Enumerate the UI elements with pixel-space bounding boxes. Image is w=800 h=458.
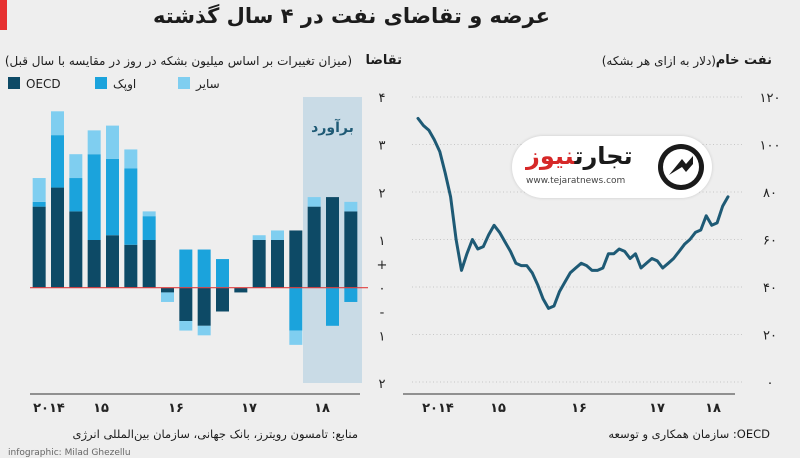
legend-label-opec: اوپک [113,77,136,92]
bar-other [179,321,193,331]
line-y-tick: ۱۰۰ [760,139,781,154]
page-title: عرضه و تقاضای نفت در ۴ سال گذشته [153,4,550,28]
bar-oecd [142,240,156,288]
oil-subtitle: (دلار به ازای هر بشکه) [601,54,716,68]
bar-x-label: ۲۰۱۴ [33,401,65,416]
line-x-label: ۱۷ [649,401,665,416]
bar-opec [106,158,119,236]
bar-opec [51,135,64,188]
bar-oecd [124,244,138,288]
bar-other [307,197,321,207]
line-x-label: ۱۶ [571,401,587,416]
legend-swatch-oecd [8,77,20,89]
bar-y-tick: ۲ [379,186,386,201]
bar-opec [142,216,156,240]
bar-other [252,235,266,240]
line-x-label: ۱۸ [705,401,721,416]
line-y-tick: ۶۰ [763,234,777,249]
bar-y-tick: ۳ [379,139,386,154]
brand-name-dark: تجارت [574,142,633,170]
oil-price-line [416,116,730,310]
bar-oecd [216,287,229,312]
bar-other [124,149,138,169]
bar-oecd [32,206,46,288]
bar-other [87,130,101,155]
bar-opec [197,249,211,288]
bar-oecd [307,206,321,288]
bar-opec [87,154,101,240]
bar-other [32,178,46,202]
bar-y-tick: - [380,306,385,321]
bar-x-label: ۱۸ [314,401,330,416]
bar-oecd [179,287,193,322]
bar-opec [216,259,229,288]
legend-swatch-opec [95,77,107,89]
bar-other [271,230,284,240]
bar-y-tick: ۱ [379,234,386,249]
bar-other [344,201,358,212]
bar-oecd [289,230,303,288]
legend-label-oecd: OECD [26,77,61,91]
bar-opec [124,168,138,245]
bar-oecd [252,240,266,288]
brand-badge: تجارتنیوز www.tejaratnews.com [512,136,712,198]
bar-oecd [197,287,211,326]
bar-y-tick: ۴ [379,91,386,106]
bar-y-tick: ۲ [379,377,386,392]
sources-note: منابع: تامسون رویترز، بانک جهانی، سازمان… [72,427,359,441]
bar-other [161,292,174,302]
bar-other [69,154,83,179]
oecd-note: OECD: سازمان همکاری و توسعه [608,427,770,441]
bar-x-label: ۱۶ [168,401,184,416]
bar-y-tick: + [377,258,388,273]
legend-label-other: سایر [195,77,220,92]
brand-name: تجارتنیوز [526,142,633,170]
bar-oecd [69,211,83,288]
bar-opec [344,287,358,302]
bar-x-label: ۱۷ [241,401,257,416]
bar-y-tick: ۱ [379,329,386,344]
bar-oecd [87,240,101,288]
brand-logo-icon [658,144,704,190]
accent-bar [0,0,7,30]
bar-opec [179,249,193,288]
bar-oecd [271,240,284,288]
bar-other [51,111,64,136]
line-x-label: ۲۰۱۴ [422,401,454,416]
bar-oecd [344,211,358,288]
bar-oecd [106,235,119,288]
bar-y-tick: ۰ [379,282,386,297]
legend-swatch-other [178,77,190,89]
bar-opec [326,287,339,326]
line-y-tick: ۱۲۰ [760,91,781,106]
line-y-tick: ۴۰ [763,281,777,296]
bar-x-label: ۱۵ [93,401,109,416]
bar-opec [32,201,46,207]
brand-name-red: نیوز [526,142,575,170]
line-y-tick: ۲۰ [763,329,777,344]
brand-url: www.tejaratnews.com [526,176,626,186]
bar-other [289,330,303,345]
bar-oecd [51,187,64,288]
bar-opec [69,178,83,212]
oil-subtitle-bold: نفت خام [715,53,772,68]
forecast-label: برآورد [311,118,354,136]
bar-opec [289,287,303,331]
bar-other [142,211,156,217]
line-y-tick: ۸۰ [763,186,777,201]
bar-other [197,325,211,336]
demand-subtitle-bold: تقاضا [365,53,402,68]
demand-subtitle: (میزان تغییرات بر اساس میلیون بشکه در رو… [4,54,352,68]
line-x-label: ۱۵ [490,401,506,416]
credit: infographic: Milad Ghezellu [8,448,131,458]
bar-other [106,125,119,159]
bar-oecd [161,287,174,293]
line-y-tick: ۰ [767,376,774,391]
bar-oecd [326,197,339,288]
bar-oecd [234,287,248,293]
